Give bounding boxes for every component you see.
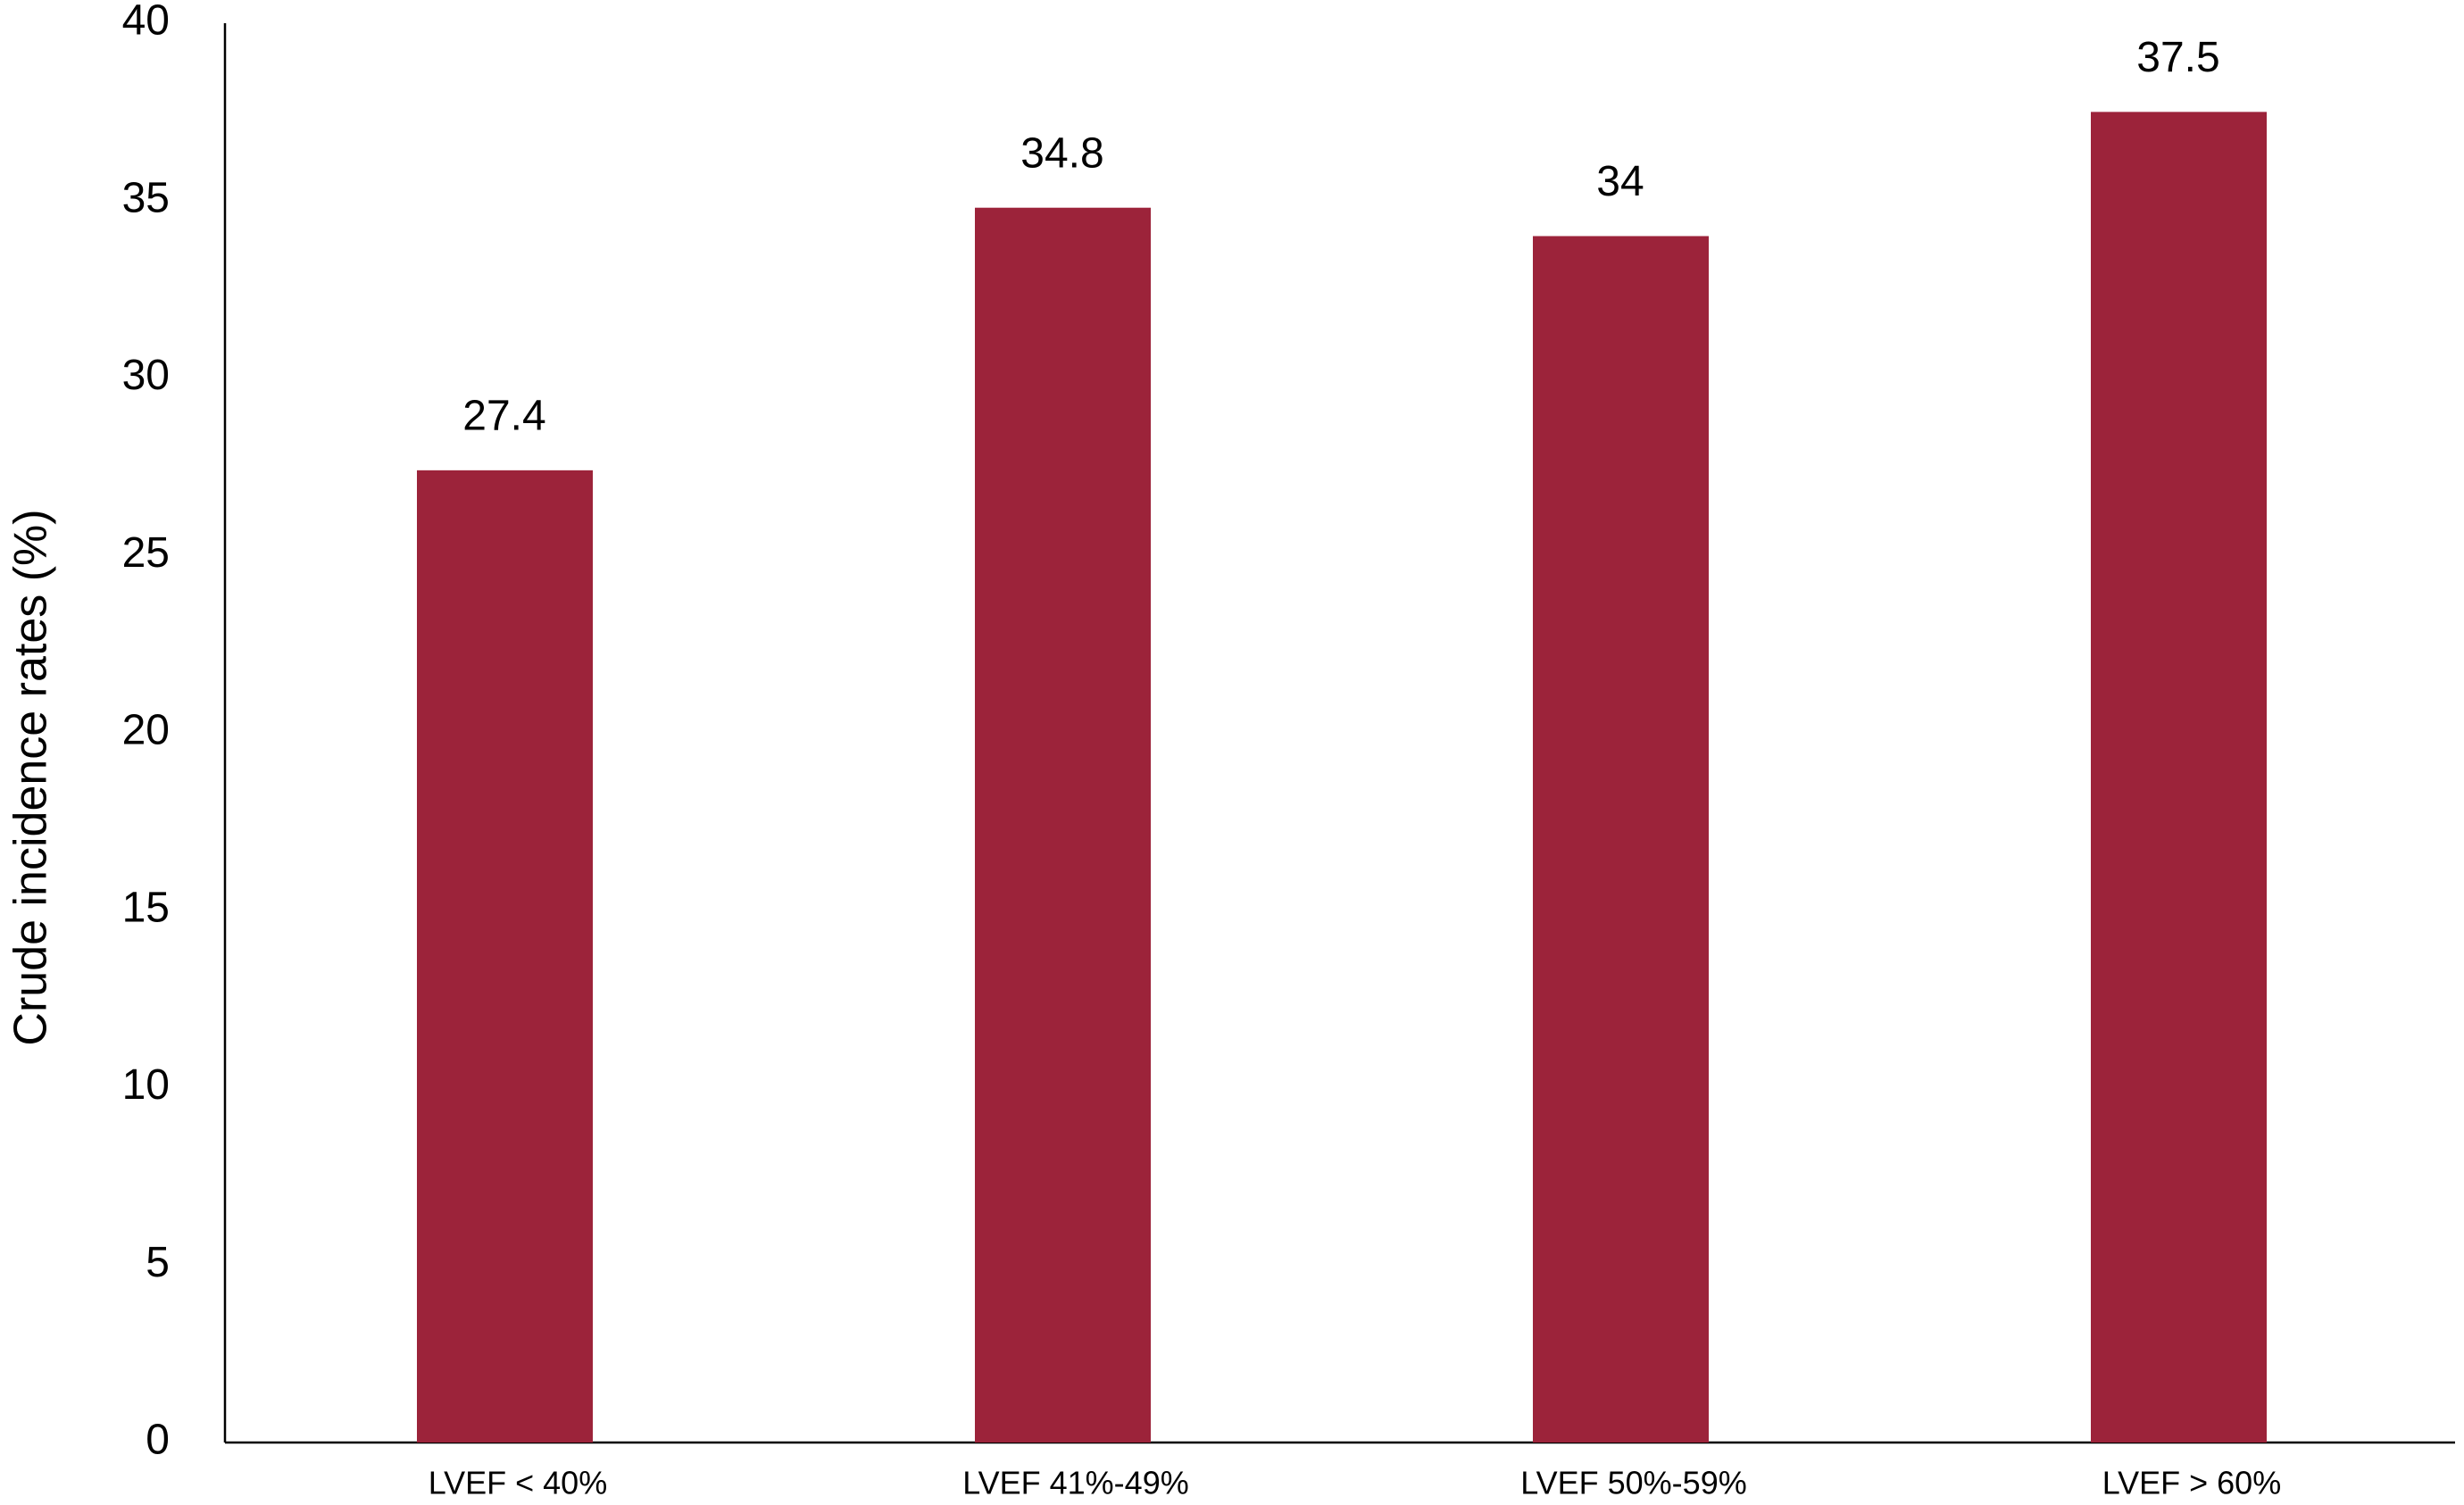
y-tick-label: 40: [122, 0, 170, 45]
y-tick-label: 35: [122, 174, 170, 221]
y-axis-label: Crude incidence rates (%): [5, 509, 57, 1045]
y-tick-label: 0: [146, 1417, 170, 1464]
y-tick-label: 5: [146, 1239, 170, 1286]
bar: [1533, 236, 1709, 1443]
y-tick-label: 15: [122, 884, 170, 931]
y-tick-label: 20: [122, 707, 170, 754]
value-label: 34: [1596, 158, 1644, 205]
x-tick-label: LVEF < 40%: [429, 1465, 607, 1501]
bar: [2091, 112, 2267, 1443]
y-tick-label: 30: [122, 352, 170, 399]
x-tick-label: LVEF 41%-49%: [962, 1465, 1188, 1501]
bar: [417, 470, 593, 1443]
bar: [975, 207, 1151, 1443]
value-label: 34.8: [1020, 129, 1103, 177]
value-label: 37.5: [2136, 34, 2219, 81]
x-tick-label: LVEF 50%-59%: [1520, 1465, 1746, 1501]
y-tick-label: 25: [122, 529, 170, 577]
y-tick-label: 10: [122, 1061, 170, 1109]
value-label: 27.4: [462, 393, 545, 440]
x-tick-label: LVEF > 60%: [2102, 1465, 2281, 1501]
